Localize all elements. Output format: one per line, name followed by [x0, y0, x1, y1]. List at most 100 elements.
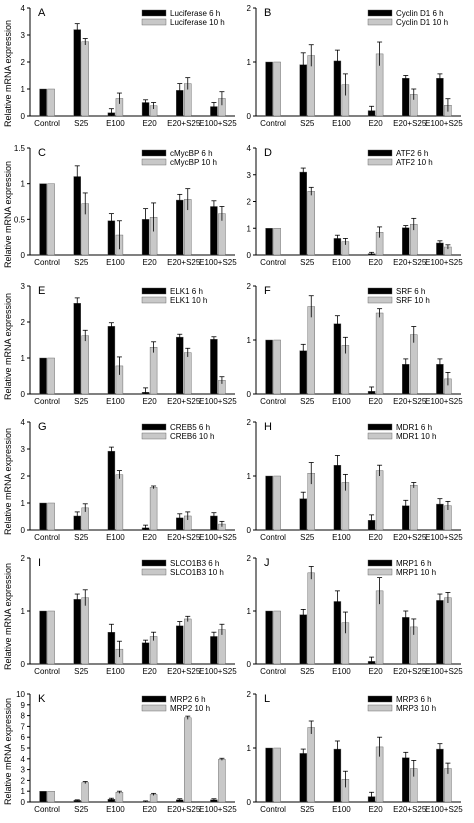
panel-l-bar — [273, 747, 281, 803]
panel-e-bar — [149, 347, 158, 395]
panel-c-y-tick-label: 0 — [21, 251, 26, 260]
panel-a-x-tick-label: E20+S25 — [167, 119, 201, 128]
panel-f-x-tick-label: E100+S25 — [425, 397, 463, 406]
panel-e-bar — [184, 352, 192, 395]
panel-d-bar — [265, 228, 273, 256]
panel-g-x-tick-label: E20+S25 — [167, 533, 201, 542]
panel-a-legend-label: Luciferase 6 h — [170, 9, 220, 18]
panel-c-legend-label: cMycBP 10 h — [170, 158, 217, 167]
panel-a-x-tick-label: E100 — [106, 119, 125, 128]
panel-g-x-tick-label: E20 — [142, 533, 157, 542]
panel-k-y-tick-label: 2 — [21, 776, 26, 785]
panel-f-legend-label: SRF 10 h — [396, 296, 430, 305]
panel-k-x-tick-label: E20 — [142, 805, 157, 814]
panel-h-bar — [410, 484, 418, 531]
panel-k-y-tick-label: 5 — [21, 744, 26, 753]
panel-k-bar — [184, 717, 192, 803]
panel-b-legend-swatch — [367, 9, 393, 17]
panel-d-y-tick-label: 0 — [247, 251, 252, 260]
panel-e-x-tick-label: E100 — [106, 397, 125, 406]
panel-d-y-tick-label: 3 — [247, 171, 252, 180]
panel-e-x-tick-label: E100+S25 — [199, 397, 237, 406]
panel-c-x-tick-label: E20+S25 — [167, 258, 201, 267]
panel-d-legend-swatch — [367, 149, 393, 157]
panel-j-x-tick-label: E20 — [368, 667, 383, 676]
panel-a-x-tick-label: E20 — [142, 119, 157, 128]
panel-h-y-tick-label: 0 — [247, 526, 252, 535]
panel-d-legend-label: ATF2 6 h — [396, 149, 428, 158]
panel-c-legend-swatch — [141, 158, 167, 166]
panel-i-bar — [141, 642, 150, 665]
panel-d-y-tick-label: 1 — [247, 224, 252, 233]
panel-i-x-tick-label: E20 — [142, 667, 157, 676]
panel-j-bar — [307, 572, 315, 665]
panel-f-bar — [265, 339, 273, 395]
panel-f-x-tick-label: E100 — [332, 397, 351, 406]
panel-g-bar — [39, 502, 47, 531]
panel-a-x-tick-label: E100+S25 — [199, 119, 237, 128]
panel-l-y-tick-label: 2 — [247, 690, 252, 699]
panel-l-y-tick-label: 0 — [247, 798, 252, 807]
panel-j-y-tick-label: 1 — [247, 607, 252, 616]
panel-j-bar — [436, 600, 444, 665]
panel-j-legend-label: MRP1 10 h — [396, 568, 436, 577]
panel-h-x-tick-label: Control — [260, 533, 286, 542]
panel-e-legend-swatch — [141, 287, 167, 295]
panel-g-y-tick-label: 2 — [21, 472, 26, 481]
panel-b-y-tick-label: 1 — [247, 58, 252, 67]
panel-f-legend-label: SRF 6 h — [396, 287, 425, 296]
panel-d-legend-swatch — [367, 158, 393, 166]
panel-f-y-tick-label: 2 — [247, 282, 252, 291]
panel-e-legend-swatch — [141, 296, 167, 304]
panel-b-x-tick-label: E100+S25 — [425, 119, 463, 128]
panel-c-letter: C — [38, 147, 46, 159]
panel-i-x-tick-label: Control — [34, 667, 60, 676]
panel-a-legend-label: Luciferase 10 h — [170, 18, 225, 27]
panel-e-bar — [39, 357, 47, 395]
panel-i-letter: I — [38, 557, 41, 569]
panel-g-x-tick-label: E100+S25 — [199, 533, 237, 542]
panel-l-x-tick-label: Control — [260, 805, 286, 814]
panel-h-y-tick-label: 1 — [247, 472, 252, 481]
panel-a-legend-swatch — [141, 9, 167, 17]
panel-l-y-tick-label: 1 — [247, 744, 252, 753]
panel-c-bar — [176, 199, 184, 256]
panel-j-x-tick-label: S25 — [300, 667, 315, 676]
panel-d-y-tick-label: 4 — [247, 144, 252, 153]
panel-i-bar — [81, 597, 89, 665]
panel-k-y-tick-label: 4 — [21, 755, 26, 764]
panel-h-bar — [273, 475, 281, 531]
panel-l-legend-label: MRP3 10 h — [396, 704, 436, 713]
panel-j-legend-label: MRP1 6 h — [396, 559, 432, 568]
panel-b-y-tick-label: 2 — [247, 4, 252, 13]
panel-d-x-tick-label: E100 — [332, 258, 351, 267]
panel-j-legend-swatch — [367, 559, 393, 567]
panel-a-y-tick-label: 3 — [21, 31, 26, 40]
panel-j-y-tick-label: 2 — [247, 554, 252, 563]
panel-i-x-tick-label: E20+S25 — [167, 667, 201, 676]
panel-g-bar — [149, 487, 158, 531]
panel-d-bar — [402, 227, 410, 256]
panel-g-bar — [115, 474, 124, 531]
panel-j-bar — [273, 610, 281, 665]
panel-h-letter: H — [264, 421, 272, 433]
panel-i-y-tick-label: 0 — [21, 660, 26, 669]
panel-e-legend-label: ELK1 10 h — [170, 296, 207, 305]
panel-l-bar — [265, 747, 273, 803]
panel-h-legend-label: MDR1 6 h — [396, 423, 432, 432]
panel-b-bar — [436, 77, 444, 117]
panel-k-x-tick-label: E20+S25 — [167, 805, 201, 814]
panel-a-bar — [47, 88, 55, 117]
panel-f-legend-swatch — [367, 296, 393, 304]
panel-a-letter: A — [38, 7, 46, 19]
panel-a-legend-swatch — [141, 18, 167, 26]
panel-l-x-tick-label: S25 — [300, 805, 315, 814]
panel-l-bar — [436, 748, 444, 803]
panel-j-x-tick-label: E20+S25 — [393, 667, 427, 676]
panel-e-x-tick-label: E20+S25 — [167, 397, 201, 406]
panel-c-bar — [39, 183, 47, 256]
panel-a-x-tick-label: S25 — [74, 119, 89, 128]
panel-c-x-tick-label: E100+S25 — [199, 258, 237, 267]
